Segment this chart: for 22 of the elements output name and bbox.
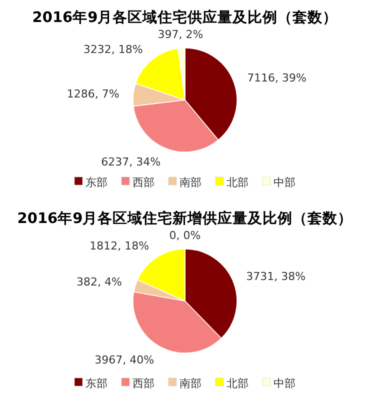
- text: 0, 0%: [169, 229, 201, 242]
- data-label: 1286, 7%: [66, 87, 120, 100]
- data-label: 7116, 39%: [247, 72, 307, 85]
- legend-label: 北部: [226, 176, 248, 189]
- data-label: 6237, 34%: [101, 155, 161, 168]
- legend-label: 南部: [180, 176, 202, 189]
- data-label: 382, 4%: [76, 276, 122, 289]
- legend-label: 东部: [86, 377, 108, 390]
- legend-label: 西部: [132, 377, 154, 390]
- legend-label: 中部: [274, 176, 296, 189]
- data-label: 397, 2%: [158, 28, 204, 42]
- data-label: 3731, 38%: [246, 270, 306, 284]
- legend-label: 东部: [86, 176, 108, 189]
- legend-label: 南部: [180, 377, 202, 390]
- chart-title: 2016年9月各区域住宅供应量及比例（套数）: [32, 8, 338, 26]
- data-label: 3967, 40%: [94, 353, 154, 366]
- data-label: 1812, 18%: [90, 240, 150, 253]
- data-label: 3232, 18%: [83, 43, 143, 56]
- legend-label: 北部: [226, 377, 248, 390]
- legend-label: 中部: [274, 377, 296, 390]
- legend-label: 西部: [132, 176, 154, 189]
- chart-title: 2016年9月各区域住宅新增供应量及比例（套数）: [17, 209, 353, 227]
